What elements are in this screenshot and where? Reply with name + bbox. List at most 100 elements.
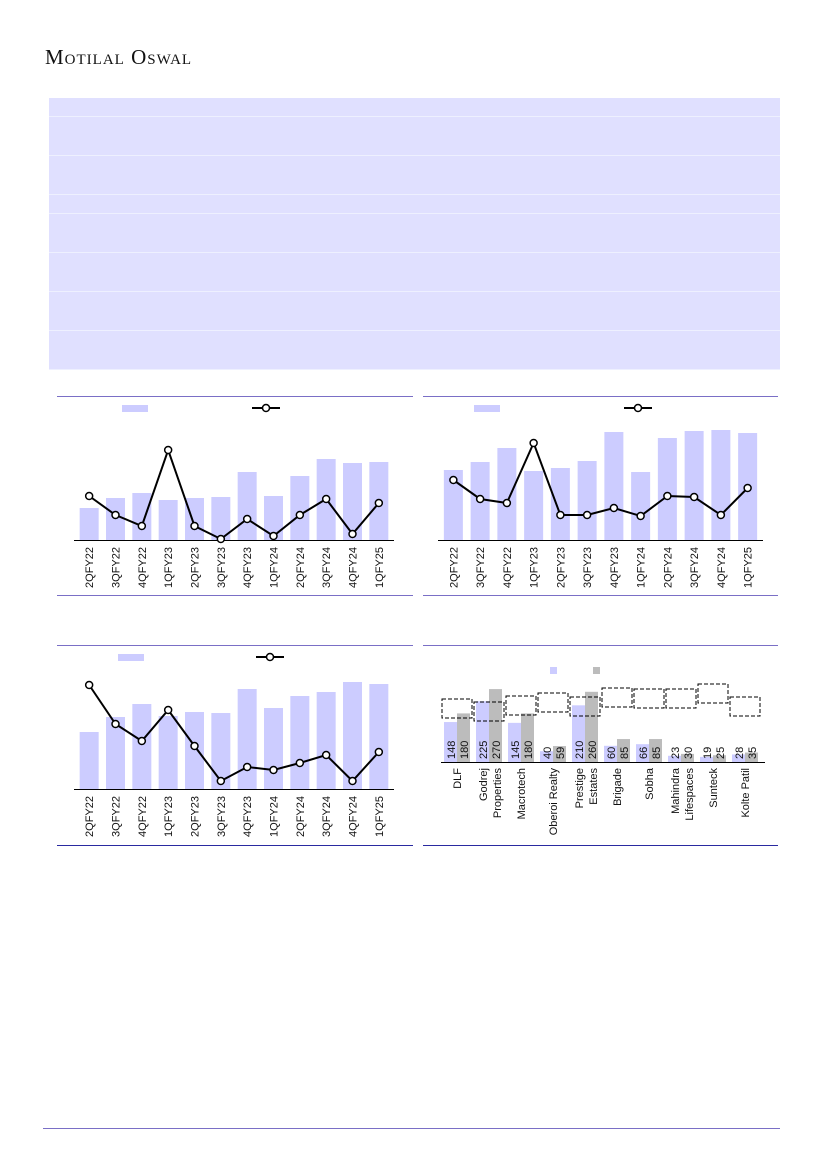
bar-value-label: 225 (478, 741, 490, 759)
bar (711, 430, 731, 540)
bar-series2 (553, 746, 566, 762)
table-row (49, 331, 780, 370)
bar-series1 (668, 755, 681, 762)
bar-value-label: 59 (555, 747, 567, 759)
line-point (190, 521, 199, 531)
x-tick-label: 1QFY24 (269, 547, 281, 588)
chart-2: 2QFY22 3QFY22 4QFY22 1QFY23 2QFY23 3QFY23 4QFY… (423, 396, 778, 597)
bar (158, 500, 178, 540)
x-tick-label: 3QFY24 (689, 547, 701, 588)
x-tick-label: 4QFY24 (716, 547, 728, 588)
line-point (321, 494, 331, 504)
x-tick-label: Sunteck (708, 768, 720, 808)
bar-series1 (700, 756, 713, 762)
bar-series2 (649, 739, 662, 762)
footer-rule (43, 1128, 780, 1129)
bar-series1 (540, 751, 553, 762)
bar-series2 (489, 689, 502, 762)
x-tick-label: Lifespaces (684, 768, 696, 821)
bar (524, 471, 544, 540)
x-tick-label: 3QFY22 (111, 547, 123, 588)
x-tick-label: Oberoi Realty (548, 768, 560, 836)
legend-series2-swatch (593, 667, 600, 674)
x-tick-label: Properties (492, 768, 504, 819)
dashed-callout-box (633, 688, 665, 709)
brand-logo: Motilal Oswal (45, 45, 193, 69)
line-point (295, 758, 305, 768)
bar (132, 493, 152, 540)
x-tick-label: 3QFY22 (475, 547, 487, 588)
bar-value-label: 30 (683, 747, 695, 759)
bar (106, 717, 125, 789)
line-point (163, 705, 173, 715)
line-point (529, 438, 538, 448)
bar-value-label: 40 (542, 747, 554, 759)
dashed-callout-box (697, 683, 729, 704)
dashed-callout-box (601, 687, 633, 708)
line-point (84, 491, 94, 501)
line-point (663, 491, 672, 501)
line-point (269, 765, 278, 775)
bar-value-label: 23 (670, 747, 682, 759)
bar (604, 432, 624, 540)
bar-value-label: 180 (523, 741, 535, 759)
line-point (295, 510, 305, 520)
x-tick-label: 4QFY24 (348, 547, 360, 588)
bar (185, 712, 204, 789)
dashed-callout-box (537, 692, 569, 713)
bar-series1 (476, 701, 489, 762)
x-tick-label: 1QFY25 (374, 547, 386, 588)
bar-series2 (521, 713, 534, 762)
bar-value-label: 28 (734, 747, 746, 759)
series-line (452, 440, 749, 518)
bar (316, 692, 336, 789)
bar-value-label: 85 (651, 747, 663, 759)
series-line (88, 684, 380, 783)
bar (237, 689, 257, 789)
bar-series2 (745, 752, 758, 762)
series-line (88, 446, 380, 541)
line-point (689, 492, 699, 502)
line-point (716, 510, 726, 520)
line-point (111, 719, 120, 729)
line-point (582, 510, 592, 520)
table-row (49, 195, 780, 214)
line-point (137, 521, 147, 531)
x-tick-label: 2QFY23 (555, 547, 567, 588)
legend-line-marker (633, 403, 643, 413)
bar-series2 (681, 753, 694, 762)
data-table (49, 98, 780, 370)
x-tick-label: 4QFY23 (609, 547, 621, 588)
table-row (49, 253, 780, 292)
line-point (242, 762, 252, 772)
table-header-row (49, 98, 780, 117)
x-tick-label: 3QFY23 (216, 796, 228, 837)
table-row (49, 292, 780, 331)
bar-series1 (604, 745, 617, 762)
bar-value-label: 145 (510, 741, 522, 759)
line-point (111, 510, 120, 520)
legend-bar-swatch (118, 654, 144, 661)
bar-series2 (457, 713, 470, 762)
bar-series1 (444, 722, 457, 762)
line-point (636, 511, 645, 521)
x-tick-label: 4QFY22 (137, 796, 149, 837)
line-point (84, 680, 94, 690)
bar (237, 472, 257, 540)
bar (132, 704, 152, 789)
x-tick-label: 3QFY24 (321, 547, 333, 588)
bar-value-label: 66 (638, 747, 650, 759)
bar-series1 (636, 744, 649, 762)
x-tick-label: 2QFY22 (84, 547, 96, 588)
line-point (137, 736, 147, 746)
bar (290, 696, 310, 789)
x-tick-label: 2QFY24 (295, 547, 307, 588)
line-point (374, 498, 384, 508)
x-tick-label: 2QFY23 (190, 796, 202, 837)
line-point (609, 503, 619, 513)
bar-value-label: 270 (491, 741, 503, 759)
x-tick-label: 2QFY22 (84, 796, 96, 837)
bar-value-label: 148 (446, 741, 458, 759)
line-point (449, 475, 458, 485)
line-point (269, 531, 278, 541)
